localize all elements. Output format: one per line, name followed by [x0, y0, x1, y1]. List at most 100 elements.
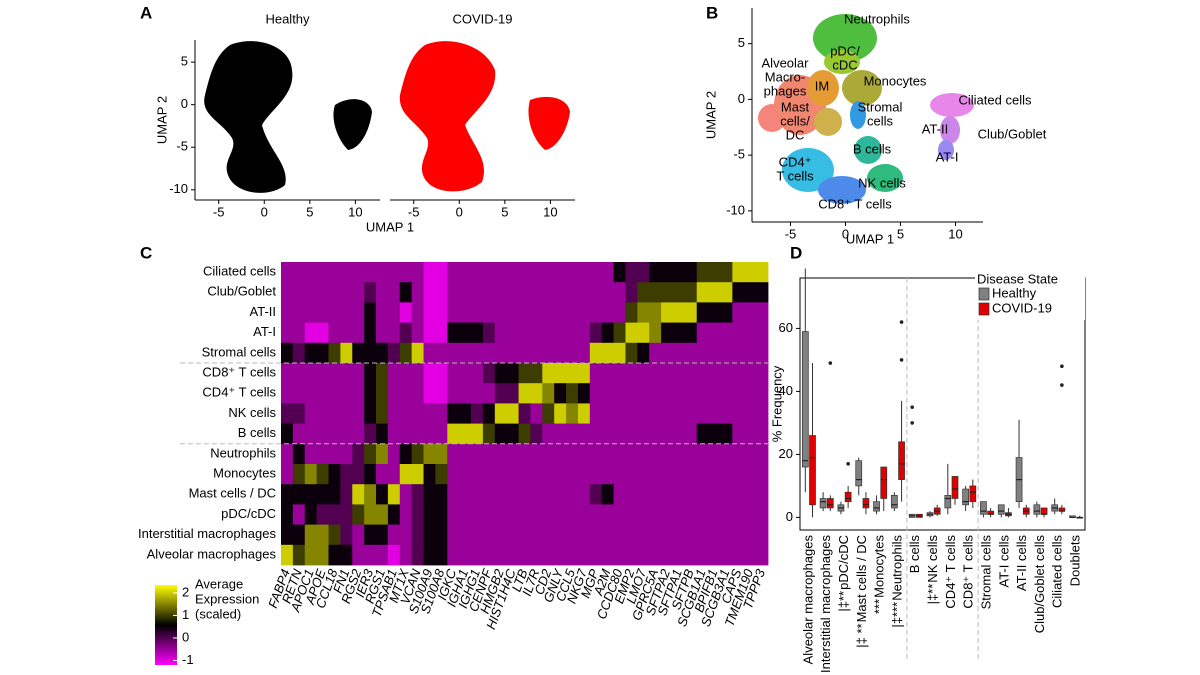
row-label: CD4⁺ T cells — [202, 385, 276, 400]
heatmap-cell — [649, 484, 662, 505]
x-tick-label: 10 — [948, 226, 962, 241]
heatmap-cell — [399, 484, 413, 505]
heatmap-cell — [340, 342, 353, 364]
y-tick-label: 5 — [181, 54, 188, 69]
heatmap-cell — [471, 322, 484, 344]
heatmap-cell — [411, 403, 424, 424]
heatmap-cell — [316, 524, 329, 546]
heatmap-cell — [328, 302, 341, 323]
heatmap-cell — [720, 282, 733, 303]
heatmap-cell — [684, 302, 698, 323]
legend-title: Disease State — [977, 271, 1058, 286]
heatmap-cell — [649, 282, 662, 303]
heatmap-cell — [613, 524, 626, 546]
heatmap-cell — [316, 262, 329, 283]
heatmap-cell — [435, 443, 448, 465]
significance-mark: |‡** — [836, 591, 851, 612]
heatmap-cell — [613, 342, 626, 364]
heatmap-cell — [471, 544, 484, 566]
heatmap-cell — [376, 403, 389, 424]
heatmap-cell — [340, 423, 353, 445]
x-tick-label: 0 — [842, 226, 849, 241]
heatmap-cell — [423, 504, 436, 525]
heatmap-cell — [589, 544, 603, 566]
heatmap-cell — [589, 403, 603, 424]
heatmap-cell — [364, 322, 377, 344]
heatmap-cell — [281, 383, 294, 404]
heatmap-cell — [471, 443, 484, 465]
column-label: LTB — [509, 567, 531, 594]
legend-label: COVID-19 — [992, 300, 1052, 315]
box — [1033, 504, 1041, 515]
heatmap-cell — [352, 262, 365, 283]
heatmap-cell — [423, 282, 436, 303]
heatmap-cell — [459, 464, 472, 485]
heatmap-cell — [506, 322, 519, 344]
y-tick-label: -10 — [726, 202, 745, 217]
heatmap-cell — [399, 363, 413, 384]
heatmap-cell — [494, 262, 508, 283]
heatmap-cell — [482, 363, 496, 384]
heatmap-cell — [387, 403, 401, 424]
heatmap-cell — [625, 524, 638, 546]
heatmap-cell — [613, 262, 626, 283]
heatmap-cell — [447, 403, 460, 424]
heatmap-cell — [720, 524, 733, 546]
heatmap-cell — [684, 443, 698, 465]
heatmap-cell — [376, 464, 389, 485]
row-label: AT-I — [253, 324, 276, 339]
y-tick-label: 0 — [786, 509, 793, 524]
x-tick-label: 5 — [501, 204, 508, 219]
heatmap-cell — [732, 524, 745, 546]
panel-title: COVID-19 — [453, 11, 513, 26]
heatmap-cell — [387, 484, 401, 505]
heatmap-cell — [411, 302, 424, 323]
heatmap-cell — [482, 403, 496, 424]
box — [855, 460, 863, 487]
heatmap-cell — [447, 524, 460, 546]
heatmap-cell — [566, 464, 579, 485]
heatmap-cell — [518, 282, 531, 303]
heatmap-cell — [506, 342, 519, 364]
heatmap-cell — [577, 282, 591, 303]
heatmap-cell — [542, 342, 555, 364]
heatmap-cell — [708, 484, 721, 505]
heatmap-cell — [423, 403, 436, 424]
heatmap-cell — [482, 443, 496, 465]
heatmap-cell — [411, 464, 424, 485]
heatmap-cell — [542, 544, 555, 566]
heatmap-cell — [613, 363, 626, 384]
heatmap-cell — [482, 504, 496, 525]
outlier — [899, 358, 904, 362]
cluster-label: DC — [786, 127, 805, 142]
heatmap-cell — [423, 262, 436, 283]
heatmap-cell — [554, 363, 567, 384]
heatmap-cell — [554, 342, 567, 364]
heatmap-cell — [459, 262, 472, 283]
heatmap-cell — [435, 504, 448, 525]
heatmap-cell — [292, 403, 306, 424]
heatmap-cell — [589, 262, 603, 283]
heatmap-cell — [732, 322, 745, 344]
colorbar-tick-label: 2 — [182, 584, 189, 599]
heatmap-cell — [423, 342, 436, 364]
heatmap-cell — [506, 403, 519, 424]
heatmap-cell — [328, 524, 341, 546]
heatmap-cell — [494, 443, 508, 465]
category-label: CD4⁺ T cells — [943, 535, 958, 609]
heatmap-cell — [601, 464, 614, 485]
heatmap-cell — [328, 544, 341, 566]
heatmap-cell — [304, 282, 318, 303]
heatmap-cell — [732, 342, 745, 364]
heatmap-cell — [459, 504, 472, 525]
heatmap-cell — [601, 544, 614, 566]
category-label: Club/Goblet cells — [1032, 535, 1047, 634]
heatmap-cell — [518, 383, 531, 404]
heatmap-cell — [566, 363, 579, 384]
legend-label: Healthy — [992, 285, 1037, 300]
category-label: NK cells — [925, 535, 940, 583]
heatmap-cell — [756, 504, 769, 525]
heatmap-cell — [756, 484, 769, 505]
heatmap-cell — [364, 544, 377, 566]
heatmap-cell — [292, 544, 306, 566]
